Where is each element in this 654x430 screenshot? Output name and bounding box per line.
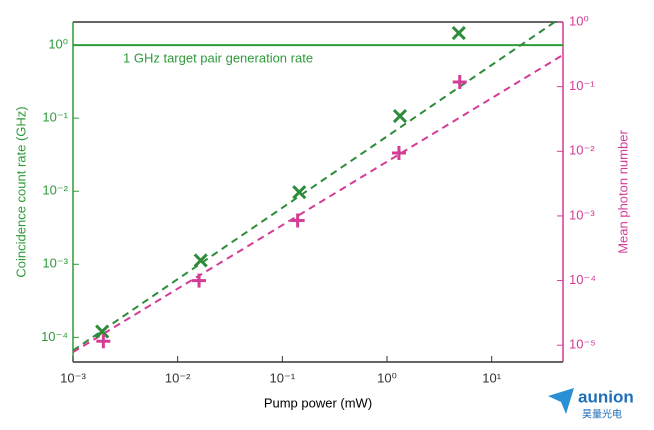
y-tick-label: 10⁻¹ [42, 110, 68, 125]
data-point [451, 26, 466, 41]
x-tick-label: 10⁻² [165, 370, 191, 385]
x-tick-label: 10⁻³ [60, 370, 86, 385]
y-tick-label: 10⁻⁴ [41, 329, 68, 344]
data-point [96, 334, 111, 349]
y-tick-label: 10⁰ [48, 37, 68, 52]
y2-tick-label: 10⁰ [569, 13, 589, 28]
x-tick-label: 10¹ [482, 370, 501, 385]
reference-label: 1 GHz target pair generation rate [123, 51, 313, 66]
y-tick-label: 10⁻³ [42, 256, 68, 271]
y2-tick-label: 10⁻¹ [569, 78, 595, 93]
x-tick-label: 10⁻¹ [270, 370, 296, 385]
logo-subtitle: 昊量光电 [582, 408, 622, 421]
data-point [95, 324, 110, 339]
data-point [452, 74, 467, 89]
data-point [292, 185, 307, 200]
x-axis-label: Pump power (mW) [264, 395, 372, 410]
logo-icon [548, 388, 574, 414]
fit-line [72, 21, 556, 352]
y2-tick-label: 10⁻² [569, 143, 595, 158]
logo-name: aunion [578, 387, 634, 406]
watermark: aunion 昊量光电 [548, 387, 634, 421]
y2-axis-label: Mean photon number [615, 130, 630, 254]
fit-line [72, 54, 564, 354]
y-axis-label: Coincidence count rate (GHz) [13, 106, 28, 277]
data-point [290, 213, 305, 228]
x-tick-label: 10⁰ [377, 370, 397, 385]
y2-tick-label: 10⁻⁵ [569, 337, 596, 352]
y-tick-label: 10⁻² [42, 183, 68, 198]
y2-tick-label: 10⁻⁴ [569, 272, 596, 287]
data-point [391, 146, 406, 161]
data-point [193, 253, 208, 268]
y2-tick-label: 10⁻³ [569, 207, 595, 222]
data-point [192, 273, 207, 288]
data-point [392, 108, 408, 124]
